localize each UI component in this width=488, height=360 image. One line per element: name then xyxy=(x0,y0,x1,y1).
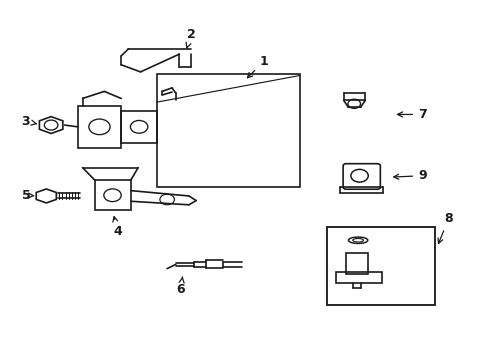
Text: 3: 3 xyxy=(21,115,36,128)
Text: 9: 9 xyxy=(393,169,426,182)
Text: 5: 5 xyxy=(21,189,34,202)
Text: 1: 1 xyxy=(247,55,267,78)
Text: 4: 4 xyxy=(113,217,122,238)
Text: 7: 7 xyxy=(397,108,426,121)
Bar xyxy=(326,227,435,305)
Text: 8: 8 xyxy=(437,212,452,243)
Text: 6: 6 xyxy=(176,277,184,296)
Text: 2: 2 xyxy=(186,28,195,48)
